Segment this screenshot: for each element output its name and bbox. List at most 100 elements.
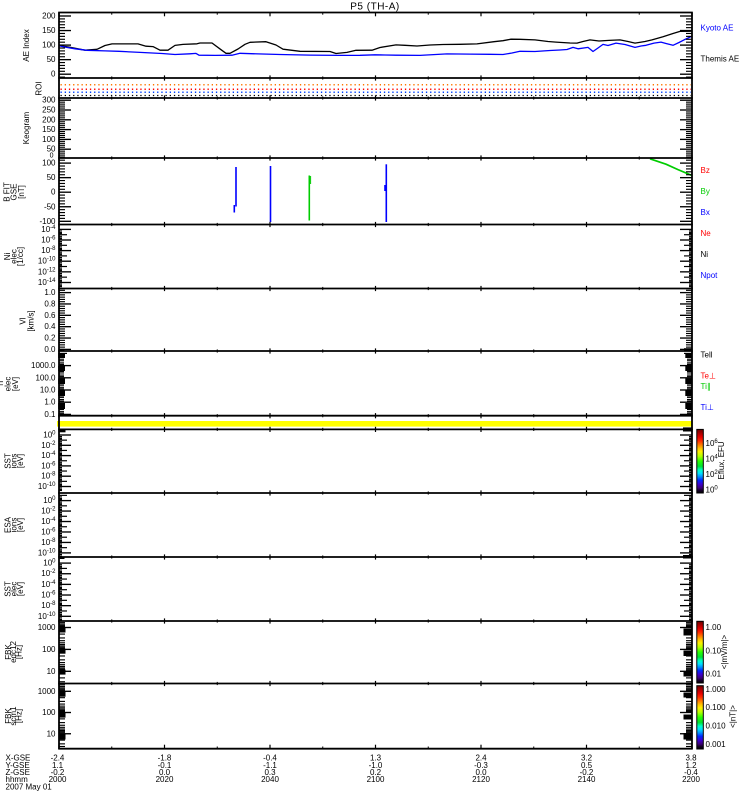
- svg-text:Ni: Ni: [701, 250, 709, 259]
- svg-text:0.1: 0.1: [44, 410, 56, 419]
- svg-text:104: 104: [706, 454, 719, 463]
- svg-text:-2.4: -2.4: [51, 754, 65, 763]
- svg-text:100: 100: [42, 159, 56, 168]
- svg-text:1000.0: 1000.0: [31, 361, 56, 370]
- svg-text:0.001: 0.001: [706, 740, 727, 749]
- svg-text:1000: 1000: [38, 623, 56, 632]
- svg-text:0.01: 0.01: [706, 670, 722, 679]
- svg-text:By: By: [701, 187, 710, 196]
- svg-text:0.5: 0.5: [581, 761, 593, 770]
- svg-text:102: 102: [706, 470, 719, 479]
- svg-text:10-4: 10-4: [41, 225, 56, 234]
- svg-text:Vl: Vl: [19, 317, 28, 324]
- svg-text:100: 100: [42, 708, 56, 717]
- svg-text:150: 150: [42, 125, 56, 134]
- svg-text:300: 300: [42, 96, 56, 105]
- svg-text:[eV]: [eV]: [16, 582, 25, 596]
- svg-text:0.10: 0.10: [706, 647, 722, 656]
- svg-text:Keogram: Keogram: [22, 111, 31, 144]
- svg-text:2.4: 2.4: [475, 754, 487, 763]
- svg-text:10-10: 10-10: [38, 482, 56, 491]
- svg-text:10-10: 10-10: [38, 257, 56, 266]
- svg-text:Te⊥: Te⊥: [701, 371, 716, 380]
- svg-text:Z-GSE: Z-GSE: [6, 768, 30, 777]
- svg-text:[eV]: [eV]: [16, 518, 25, 532]
- svg-text:<|nT|>: <|nT|>: [729, 705, 738, 728]
- svg-text:Kyoto AE: Kyoto AE: [701, 24, 734, 33]
- svg-text:50: 50: [47, 55, 56, 64]
- svg-text:100: 100: [42, 645, 56, 654]
- svg-text:10-4: 10-4: [41, 517, 56, 526]
- svg-text:1000: 1000: [38, 687, 56, 696]
- svg-text:Ti⊥: Ti⊥: [701, 403, 714, 412]
- svg-text:ROI: ROI: [35, 81, 44, 95]
- svg-text:-100: -100: [39, 217, 56, 226]
- svg-text:10: 10: [47, 667, 56, 676]
- svg-text:[nT]: [nT]: [17, 185, 26, 199]
- svg-text:-1.1: -1.1: [263, 761, 277, 770]
- svg-text:-50: -50: [44, 202, 56, 211]
- svg-text:2140: 2140: [578, 775, 596, 784]
- svg-text:2200: 2200: [682, 775, 700, 784]
- svg-text:2007 May 01: 2007 May 01: [6, 783, 53, 792]
- svg-text:10-8: 10-8: [41, 538, 56, 547]
- svg-text:<|mV/m|>: <|mV/m|>: [720, 634, 729, 669]
- svg-text:1.000: 1.000: [706, 685, 727, 694]
- svg-text:0.6: 0.6: [44, 311, 56, 320]
- svg-text:X-GSE: X-GSE: [6, 754, 31, 763]
- svg-text:Y-GSE: Y-GSE: [6, 761, 30, 770]
- svg-text:10-8: 10-8: [41, 601, 56, 610]
- svg-text:0.3: 0.3: [264, 768, 276, 777]
- svg-text:FBK: FBK: [4, 644, 13, 660]
- svg-text:1.3: 1.3: [370, 754, 382, 763]
- svg-text:200: 200: [42, 12, 56, 21]
- svg-text:Ne: Ne: [701, 229, 712, 238]
- svg-text:0: 0: [51, 188, 56, 197]
- svg-text:10-6: 10-6: [41, 461, 56, 470]
- svg-text:Bx: Bx: [701, 208, 710, 217]
- svg-text:10-4: 10-4: [41, 451, 56, 460]
- svg-text:ions: ions: [10, 518, 19, 533]
- svg-text:2040: 2040: [261, 775, 279, 784]
- svg-text:AE Index: AE Index: [22, 29, 31, 61]
- svg-text:ESA: ESA: [4, 516, 13, 533]
- svg-text:0.2: 0.2: [44, 334, 56, 343]
- svg-text:100: 100: [42, 41, 56, 50]
- svg-text:-0.4: -0.4: [263, 754, 277, 763]
- svg-text:edc12: edc12: [9, 641, 18, 663]
- svg-text:Bz: Bz: [701, 166, 710, 175]
- svg-text:10-8: 10-8: [41, 246, 56, 255]
- svg-text:1.0: 1.0: [44, 398, 56, 407]
- svg-text:-0.3: -0.3: [474, 761, 488, 770]
- svg-text:elec: elec: [4, 377, 13, 392]
- svg-text:P5 (TH-A): P5 (TH-A): [350, 2, 400, 13]
- svg-text:0: 0: [50, 153, 54, 160]
- svg-text:-0.4: -0.4: [684, 768, 698, 777]
- svg-text:2120: 2120: [472, 775, 490, 784]
- svg-text:0.0: 0.0: [475, 768, 487, 777]
- svg-text:10-6: 10-6: [41, 236, 56, 245]
- svg-text:10-10: 10-10: [38, 612, 56, 621]
- svg-text:SST: SST: [4, 453, 13, 469]
- svg-text:10-2: 10-2: [41, 441, 56, 450]
- svg-text:scm1: scm1: [9, 706, 18, 726]
- svg-text:106: 106: [706, 439, 719, 448]
- svg-text:Tell: Tell: [701, 350, 713, 359]
- svg-text:-0.2: -0.2: [580, 768, 594, 777]
- svg-text:[eV]: [eV]: [11, 377, 20, 391]
- svg-text:0.8: 0.8: [44, 299, 56, 308]
- svg-text:100.0: 100.0: [35, 373, 56, 382]
- svg-text:Npot: Npot: [701, 271, 719, 280]
- svg-text:1.1: 1.1: [52, 761, 64, 770]
- svg-text:0.0: 0.0: [44, 345, 56, 354]
- svg-text:B FIT: B FIT: [3, 182, 12, 202]
- svg-text:Ti: Ti: [0, 381, 5, 388]
- svg-text:-1.0: -1.0: [369, 761, 383, 770]
- svg-text:[km/s]: [km/s]: [27, 310, 36, 331]
- svg-text:GSE: GSE: [10, 184, 19, 201]
- svg-text:Ti∥: Ti∥: [701, 382, 711, 391]
- svg-text:10: 10: [47, 729, 56, 738]
- svg-text:10-4: 10-4: [41, 580, 56, 589]
- svg-text:200: 200: [42, 115, 56, 124]
- svg-text:hhmm: hhmm: [6, 775, 29, 784]
